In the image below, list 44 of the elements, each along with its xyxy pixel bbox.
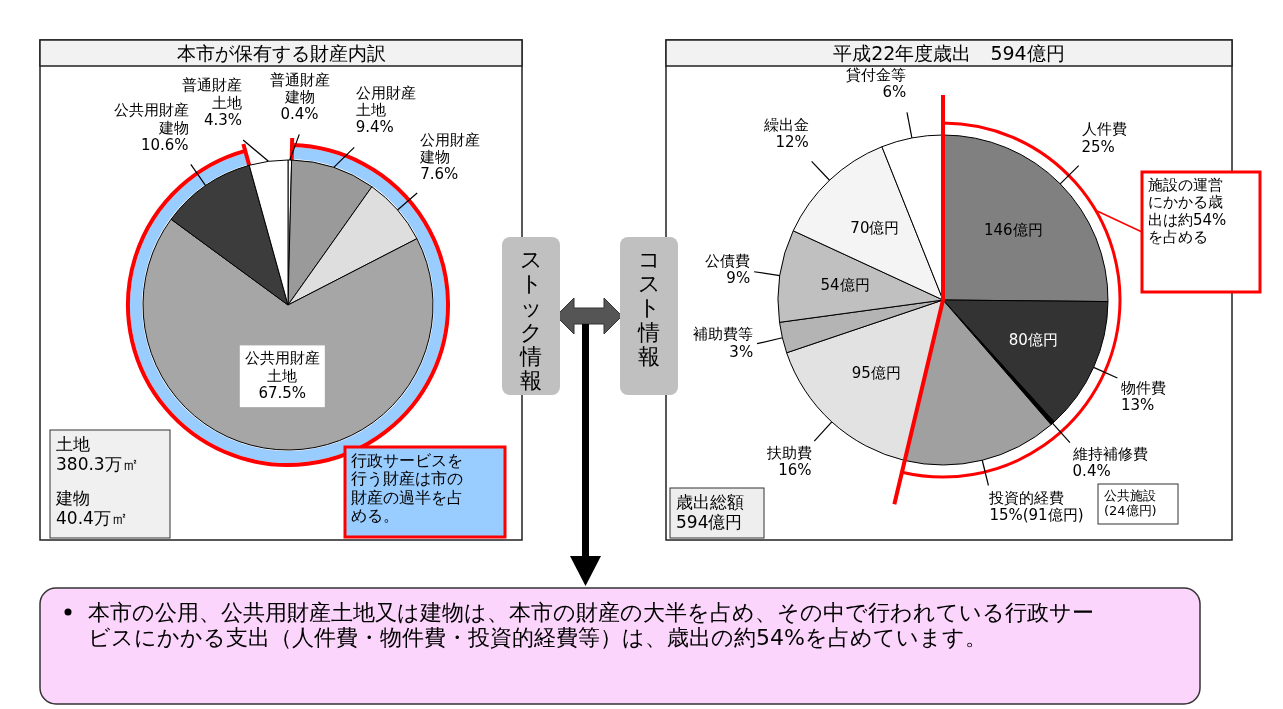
slice-label: 公共用財産土地 <box>244 349 320 385</box>
text: 54億円 <box>820 276 870 295</box>
slice-label: 公用財産建物 <box>419 130 481 166</box>
text: ストック情報 <box>519 247 543 393</box>
data-label: 16% <box>778 460 812 479</box>
data-label: 13% <box>1121 396 1155 415</box>
data-label: 4.3% <box>203 110 243 129</box>
data-label: 0.4% <box>280 105 319 124</box>
text: 本市の公用、公共用財産土地又は建物は、本市の財産の大半を占め、その中で行われている行政サービスにかかる支出（人件費・物件費・投資的経費等）は、歳出の約54%を占めています。 <box>88 600 1094 651</box>
data-label: 15%(91億円) <box>989 506 1084 525</box>
data-label: 10.6% <box>140 135 189 154</box>
slice-label: 扶助費 <box>765 443 812 462</box>
slice-label: 維持補修費 <box>1071 445 1148 464</box>
chart-title: 本市が保有する財産内訳 <box>176 42 386 64</box>
text: コスト情報 <box>637 247 661 369</box>
data-label: 9.4% <box>355 118 394 137</box>
text: 土地 380.3万㎡ <box>56 434 139 474</box>
slice-label: 補助費等 <box>693 325 754 344</box>
data-label: 0.4% <box>1072 462 1111 481</box>
text: 行政サービスを行う財産は市の財産の過半を占める。 <box>351 451 463 526</box>
text: 公共施設 (24億円) <box>1104 488 1157 518</box>
text: 建物 40.4万㎡ <box>55 488 128 528</box>
data-label: 67.5% <box>258 383 307 402</box>
text: 95億円 <box>851 364 901 383</box>
data-label: 7.6% <box>420 165 459 184</box>
text: 80億円 <box>1008 331 1058 350</box>
text: 歳出総額 594億円 <box>676 492 744 532</box>
text: 70億円 <box>850 219 900 238</box>
chart-title: 平成22年度歳出 594億円 <box>833 42 1065 64</box>
slice-label: 人件費 <box>1081 120 1127 139</box>
text: 施設の運営にかかる歳出は約54%を占める <box>1148 176 1227 246</box>
slice-label: 公用財産土地 <box>355 83 416 120</box>
slice-label: 公債費 <box>705 251 751 270</box>
slice-label: 物件費 <box>1121 379 1167 398</box>
slice-label: 投資的経費 <box>988 488 1065 507</box>
slice-label: 繰出金 <box>762 115 809 134</box>
data-label: 6% <box>882 83 907 102</box>
slice-label: 貸付金等 <box>846 66 907 84</box>
data-label: 3% <box>729 342 754 361</box>
slice-label: 普通財産建物 <box>269 70 330 106</box>
data-label: 25% <box>1081 137 1115 156</box>
text: 146億円 <box>984 221 1043 240</box>
data-label: 9% <box>726 269 751 288</box>
data-label: 12% <box>775 133 809 152</box>
